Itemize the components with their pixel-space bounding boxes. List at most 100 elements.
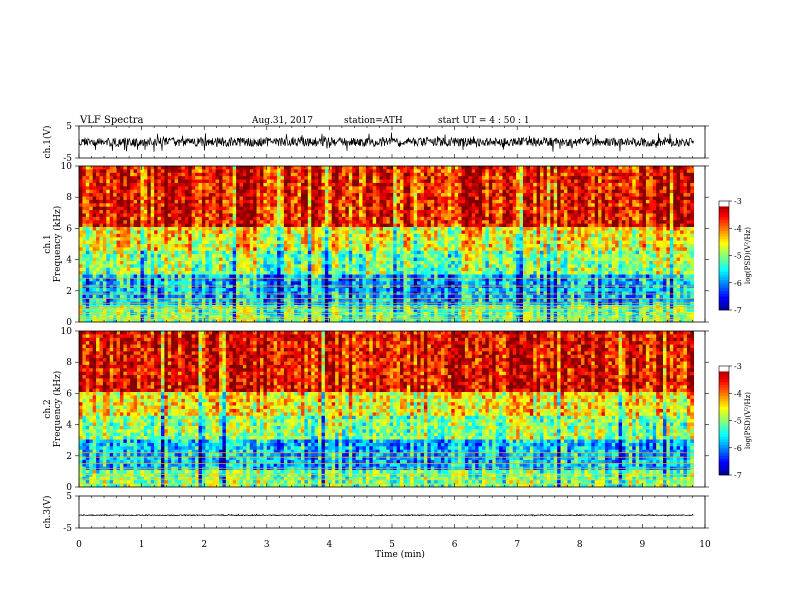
spec1-cell bbox=[263, 230, 268, 235]
spec1-cell bbox=[96, 203, 100, 207]
spec1-cell bbox=[567, 237, 572, 241]
spec1-cell bbox=[584, 244, 589, 248]
spec1-cell bbox=[294, 203, 298, 207]
spec1-cell bbox=[519, 199, 524, 204]
spec1-cell bbox=[686, 179, 691, 184]
spec1-cell bbox=[683, 166, 688, 170]
spec1-cell bbox=[219, 237, 223, 241]
spec1-cell bbox=[540, 254, 544, 258]
spec1-cell bbox=[109, 186, 114, 191]
spec1-cell bbox=[85, 220, 90, 224]
spec1-cell bbox=[283, 189, 288, 194]
spec1-cell bbox=[335, 223, 339, 228]
spec1-cell bbox=[546, 186, 551, 191]
spec1-cell bbox=[485, 186, 490, 191]
spec1-cell bbox=[359, 247, 363, 252]
spec1-cell bbox=[669, 169, 674, 174]
spec1-cell bbox=[543, 176, 548, 180]
spec1-cell bbox=[338, 182, 343, 187]
spec1-cell bbox=[386, 213, 391, 218]
spec1-cell bbox=[690, 199, 695, 204]
spec1-cell bbox=[598, 223, 602, 228]
spec1-cell bbox=[673, 196, 677, 201]
spec1-cell bbox=[253, 223, 257, 228]
spec1-cell bbox=[154, 220, 158, 224]
spec1-cell bbox=[82, 244, 87, 248]
spec1-cell bbox=[82, 193, 87, 197]
spec1-cell bbox=[191, 250, 196, 255]
spec1-cell bbox=[150, 206, 155, 211]
spec1-cell bbox=[584, 210, 589, 214]
spec1-cell bbox=[290, 199, 295, 204]
spec1-cell bbox=[314, 233, 319, 238]
ch1-ylabel: ch.1(V) bbox=[42, 126, 53, 159]
spec1-cell bbox=[273, 206, 278, 211]
spec1-cell bbox=[270, 213, 274, 218]
spec1-cell bbox=[314, 244, 319, 248]
spec1-cell bbox=[294, 199, 298, 204]
spec1-cell bbox=[236, 199, 240, 204]
spec1-cell bbox=[143, 193, 148, 197]
spec1-cell bbox=[123, 206, 128, 211]
spec1-cell bbox=[673, 203, 677, 207]
spec1-cell bbox=[526, 230, 531, 235]
spec1-cell bbox=[574, 210, 578, 214]
spec1-cell bbox=[686, 203, 691, 207]
spec1-cell bbox=[529, 176, 534, 180]
spec1-cell bbox=[369, 223, 374, 228]
spec1-cell bbox=[171, 176, 175, 180]
spec1-cell bbox=[464, 193, 469, 197]
spec1-cell bbox=[464, 230, 469, 235]
spec1-cell bbox=[509, 169, 514, 174]
spec1-cell bbox=[591, 182, 595, 187]
spec1-cell bbox=[164, 230, 169, 235]
spec1-cell bbox=[253, 186, 257, 191]
spec1-cell bbox=[304, 206, 309, 211]
spec1-cell bbox=[331, 240, 336, 245]
spec1-cell bbox=[420, 193, 425, 197]
spec1-cell bbox=[270, 210, 274, 214]
spec1-cell bbox=[690, 203, 695, 207]
spec1-cell bbox=[495, 244, 500, 248]
spec1-cell bbox=[253, 227, 257, 231]
spec1-cell bbox=[581, 176, 585, 180]
spec1-cell bbox=[341, 210, 346, 214]
spec1-cell bbox=[260, 227, 264, 231]
spec1-cell bbox=[676, 189, 681, 194]
spec1-cell bbox=[109, 172, 114, 177]
spec1-cell bbox=[307, 179, 312, 184]
spec1-cell bbox=[594, 227, 599, 231]
spec1-cell bbox=[290, 169, 295, 174]
spec1-cell bbox=[328, 213, 333, 218]
spec1-cell bbox=[437, 250, 442, 255]
spec1-cell bbox=[318, 240, 322, 245]
spec1-cell bbox=[160, 216, 165, 221]
spec1-cell bbox=[464, 244, 469, 248]
spec1-cell bbox=[437, 203, 442, 207]
spec1-cell bbox=[386, 233, 391, 238]
spec1-cell bbox=[417, 199, 421, 204]
spec1-cell bbox=[488, 169, 493, 174]
spec1-cell bbox=[160, 182, 165, 187]
spec1-cell bbox=[475, 172, 479, 177]
spec1-cell bbox=[673, 227, 677, 231]
spec1-cell bbox=[328, 220, 333, 224]
spec1-cell bbox=[403, 240, 408, 245]
spec1-cell bbox=[379, 227, 384, 231]
spec1-cell bbox=[406, 199, 411, 204]
spec1-cell bbox=[499, 176, 503, 180]
spec1-cell bbox=[434, 237, 438, 241]
spec1-cell bbox=[167, 196, 172, 201]
spec1-cell bbox=[676, 199, 681, 204]
spec1-cell bbox=[393, 213, 397, 218]
spec1-cell bbox=[666, 210, 671, 214]
spec1-cell bbox=[417, 186, 421, 191]
spec1-cell bbox=[461, 199, 466, 204]
spec1-cell bbox=[656, 169, 660, 174]
spec1-cell bbox=[99, 203, 104, 207]
spec1-cell bbox=[652, 230, 657, 235]
spec1-cell bbox=[119, 203, 124, 207]
spec1-cell bbox=[423, 223, 428, 228]
spec1-cell bbox=[335, 169, 339, 174]
spec1-cell bbox=[444, 179, 449, 184]
